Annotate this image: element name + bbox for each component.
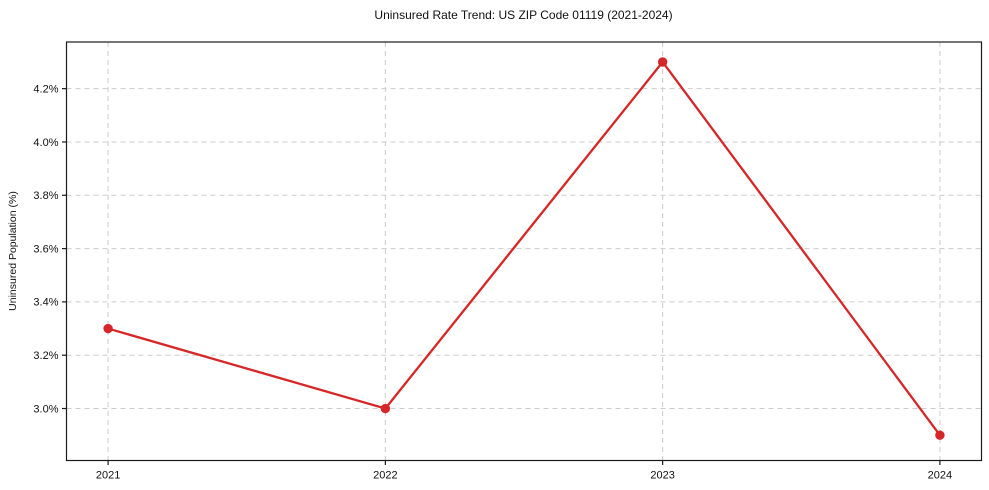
y-tick-label: 3.6%: [33, 243, 58, 255]
y-tick-label: 3.8%: [33, 190, 58, 202]
data-point-marker: [935, 430, 945, 440]
x-tick-label: 2021: [96, 470, 120, 482]
y-tick-label: 4.2%: [33, 83, 58, 95]
y-tick-label: 4.0%: [33, 137, 58, 149]
x-tick-label: 2024: [928, 470, 952, 482]
y-tick-label: 3.0%: [33, 403, 58, 415]
data-point-marker: [103, 323, 113, 334]
axis-spine: [65, 41, 983, 462]
chart-title: Uninsured Rate Trend: US ZIP Code 01119 …: [374, 8, 673, 22]
data-point-marker: [657, 57, 668, 67]
x-tick-label: 2023: [650, 470, 674, 482]
x-tick-label: 2022: [373, 470, 397, 482]
y-tick-label: 3.2%: [33, 350, 58, 362]
y-tick-label: 3.4%: [33, 297, 58, 309]
data-point-marker: [380, 403, 391, 414]
trend-line: [106, 60, 942, 437]
